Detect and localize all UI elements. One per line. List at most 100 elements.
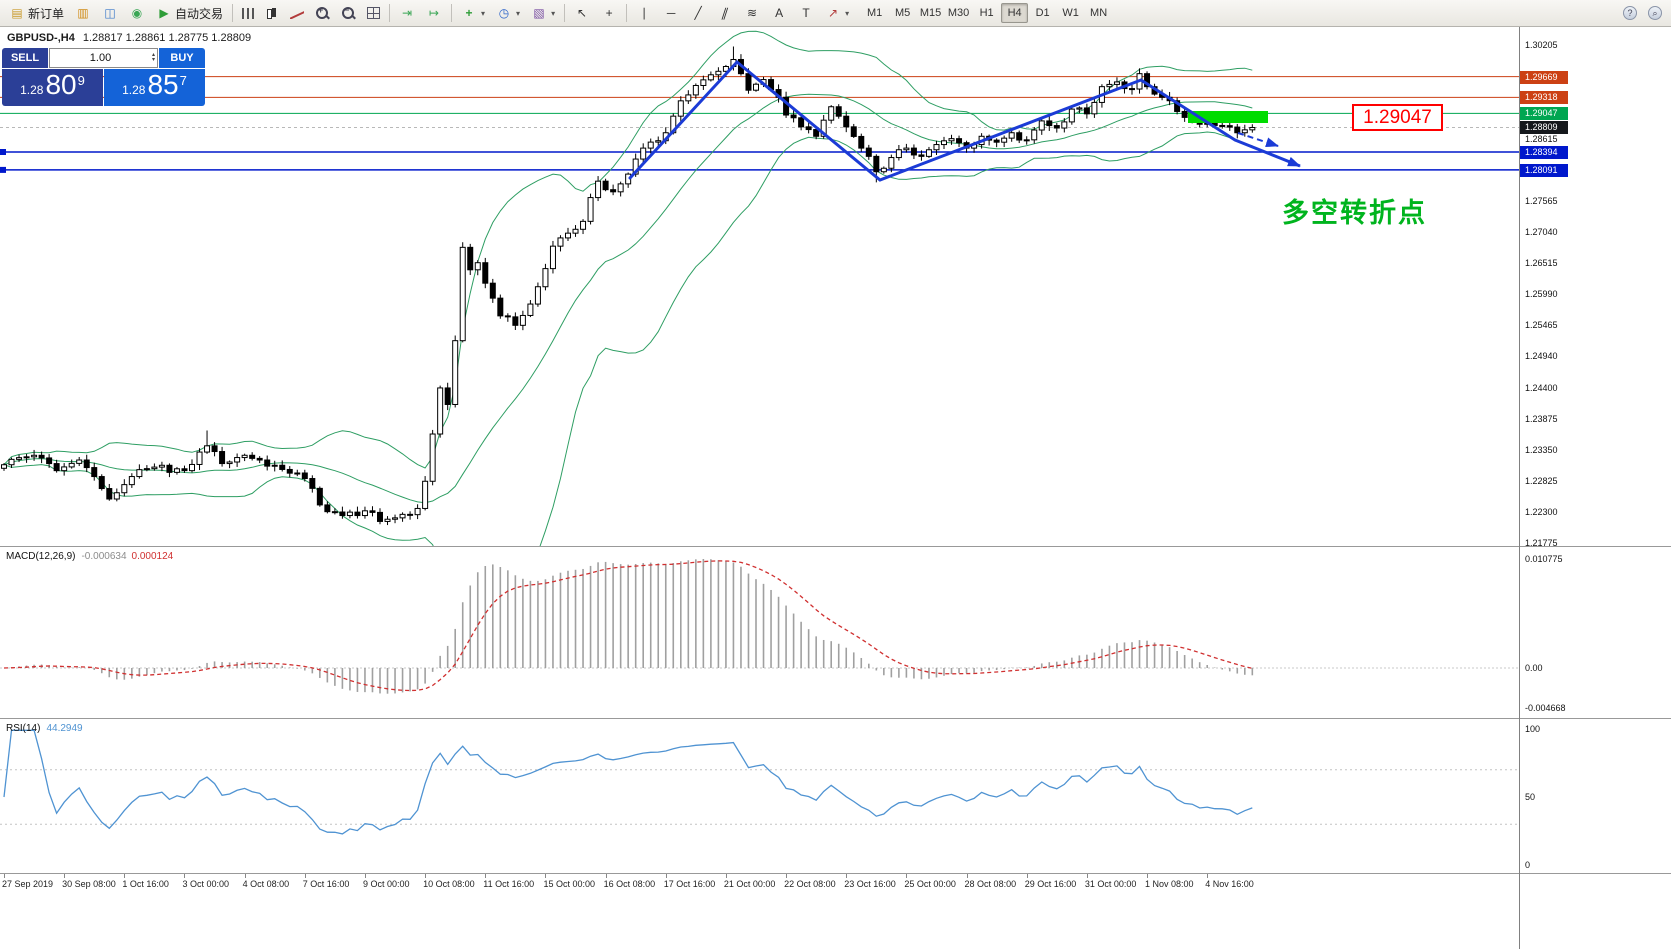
market-watch-button[interactable]: ▥ <box>70 2 96 24</box>
price-axis-label: 1.24400 <box>1525 382 1558 393</box>
search-button[interactable]: ⌕ <box>1643 2 1667 24</box>
price-chart-canvas[interactable] <box>0 27 1519 546</box>
search-icon: ⌕ <box>1648 6 1662 20</box>
bar-chart-button[interactable] <box>237 2 259 24</box>
time-axis-tick <box>64 874 66 878</box>
price-axis-label: 1.22825 <box>1525 475 1558 486</box>
price-axis[interactable]: 1.30205 1.28615 1.27565 1.27040 1.26515 1.259… <box>1519 27 1671 949</box>
autotrading-button[interactable]: ▶ 自动交易 <box>151 2 228 24</box>
timeframe-d1-button[interactable]: D1 <box>1029 3 1056 23</box>
trend-zigzag-line[interactable] <box>628 59 1237 182</box>
bar-chart-icon <box>242 7 255 19</box>
candlestick-chart-button[interactable] <box>260 2 284 24</box>
templates-button[interactable]: ▧ ▾ <box>526 2 560 24</box>
label-tool-button[interactable]: T <box>793 2 819 24</box>
time-axis-tick <box>1147 874 1149 878</box>
sell-price-prefix: 1.28 <box>20 83 44 97</box>
crosshair-tool-button[interactable]: + <box>596 2 622 24</box>
trendline-tool-button[interactable]: ╱ <box>685 2 711 24</box>
price-level-tag: 1.29318 <box>1520 91 1568 105</box>
time-axis-tick <box>485 874 487 878</box>
buy-price-main: 85 <box>147 69 179 100</box>
timeframe-m15-button[interactable]: M15 <box>917 3 944 23</box>
price-axis-main[interactable]: 1.30205 1.28615 1.27565 1.27040 1.26515 1.259… <box>1520 27 1671 548</box>
green-highlight-zone[interactable] <box>1188 111 1268 123</box>
fibonacci-tool-button[interactable]: ≋ <box>739 2 765 24</box>
price-annotation-box[interactable]: 1.29047 <box>1352 104 1443 131</box>
level-line-handle[interactable] <box>0 149 6 155</box>
timeframe-mn-button[interactable]: MN <box>1085 3 1112 23</box>
data-window-icon: ◫ <box>104 6 116 20</box>
text-tool-button[interactable]: A <box>766 2 792 24</box>
timeframe-h4-button[interactable]: H4 <box>1001 3 1029 23</box>
indicators-button[interactable]: + ▾ <box>456 2 490 24</box>
price-axis-label: 1.27040 <box>1525 226 1558 237</box>
time-axis-label: 23 Oct 16:00 <box>844 879 896 889</box>
time-axis-label: 4 Oct 08:00 <box>242 879 290 889</box>
horizontal-line-tool-button[interactable]: ─ <box>658 2 684 24</box>
chart-shift-button[interactable]: ↦ <box>421 2 447 24</box>
timeframe-w1-button[interactable]: W1 <box>1057 3 1084 23</box>
level-line-handle[interactable] <box>0 166 6 173</box>
toolbar-separator <box>626 4 628 22</box>
macd-panel[interactable]: MACD(12,26,9) -0.000634 0.000124 <box>0 547 1519 719</box>
price-axis-label: 1.24940 <box>1525 351 1558 362</box>
sell-button[interactable]: SELL <box>2 48 48 68</box>
timeframe-m5-button[interactable]: M5 <box>889 3 916 23</box>
projection-arrow-dashed[interactable] <box>1237 132 1279 148</box>
time-axis-tick <box>425 874 427 878</box>
buy-button[interactable]: BUY <box>159 48 205 68</box>
zoom-out-button[interactable]: − <box>336 2 361 24</box>
turning-point-note[interactable]: 多空转折点 <box>1282 198 1427 228</box>
channel-icon: ∥ <box>719 6 731 20</box>
macd-canvas[interactable] <box>0 547 1519 718</box>
buy-price-box[interactable]: 1.28 85 7 <box>104 69 205 106</box>
help-button[interactable]: ? <box>1618 2 1642 24</box>
chevron-down-icon: ▾ <box>845 8 850 18</box>
vertical-line-tool-button[interactable]: ∣ <box>631 2 657 24</box>
cursor-tool-button[interactable]: ↖ <box>569 2 595 24</box>
periods-button[interactable]: ◷ ▾ <box>491 2 525 24</box>
toolbar-separator <box>564 4 566 22</box>
spin-up-icon[interactable]: ▴ <box>151 52 155 58</box>
timeframe-h1-button[interactable]: H1 <box>973 3 1000 23</box>
macd-axis[interactable]: 0.010775 0.00 -0.004668 <box>1520 547 1671 719</box>
rsi-axis[interactable]: 100 50 0 <box>1520 719 1671 874</box>
timeframe-m1-button[interactable]: M1 <box>861 3 888 23</box>
chart-column: GBPUSD-,H4 1.28817 1.28861 1.28775 1.2880… <box>0 27 1519 949</box>
chevron-down-icon: ▾ <box>551 8 556 18</box>
volume-spinner[interactable]: ▴ ▾ <box>151 52 156 63</box>
rsi-canvas[interactable] <box>0 719 1519 873</box>
sell-price-sup: 9 <box>77 73 85 88</box>
timeframe-m30-button[interactable]: M30 <box>945 3 972 23</box>
time-axis-label: 31 Oct 00:00 <box>1084 879 1137 889</box>
volume-input[interactable]: 1.00 ▴ ▾ <box>49 48 158 68</box>
line-chart-button[interactable] <box>285 2 309 24</box>
bollinger-middle-band <box>3 93 1253 504</box>
time-axis[interactable]: 27 Sep 2019 30 Sep 08:00 1 Oct 16:00 3 Oct … <box>0 874 1519 896</box>
tile-windows-button[interactable] <box>362 2 385 24</box>
sell-price-box[interactable]: 1.28 80 9 <box>2 69 103 106</box>
time-axis-tick <box>364 874 366 878</box>
time-axis-tick <box>244 874 246 878</box>
time-axis-tick <box>1207 874 1209 878</box>
volume-value: 1.00 <box>89 52 112 64</box>
price-axis-label: 1.22300 <box>1525 506 1558 517</box>
zoom-in-button[interactable]: + <box>310 2 335 24</box>
time-axis-label: 25 Oct 00:00 <box>904 879 956 889</box>
navigator-button[interactable]: ◉ <box>124 2 150 24</box>
channel-tool-button[interactable]: ∥ <box>712 2 738 24</box>
arrows-tool-button[interactable]: ↗ ▾ <box>820 2 854 24</box>
rsi-axis-label: 0 <box>1525 860 1531 870</box>
spin-down-icon[interactable]: ▾ <box>151 57 155 63</box>
rsi-axis-label: 50 <box>1525 792 1536 802</box>
time-axis-tick <box>725 874 727 878</box>
projection-arrow[interactable] <box>1234 138 1301 168</box>
auto-scroll-button[interactable]: ⇥ <box>394 2 420 24</box>
cursor-icon: ↖ <box>577 6 588 20</box>
price-chart-panel[interactable]: GBPUSD-,H4 1.28817 1.28861 1.28775 1.2880… <box>0 27 1519 547</box>
new-order-button[interactable]: ▤ 新订单 <box>4 2 69 24</box>
data-window-button[interactable]: ◫ <box>97 2 123 24</box>
time-axis-label: 29 Oct 16:00 <box>1024 879 1077 889</box>
rsi-panel[interactable]: RSI(14) 44.2949 <box>0 719 1519 874</box>
